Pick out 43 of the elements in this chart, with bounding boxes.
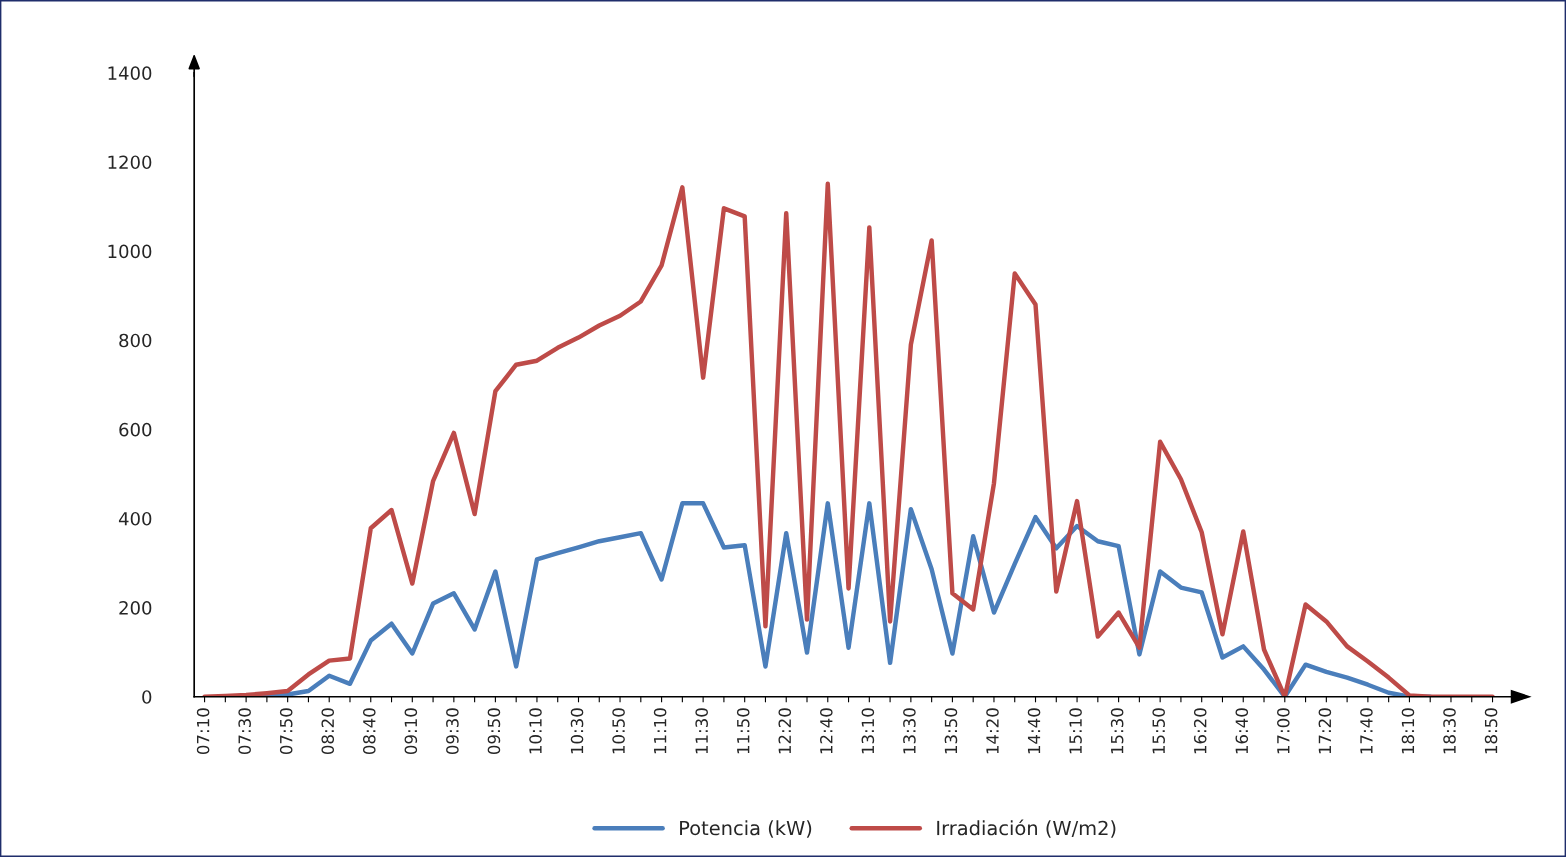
x-tick-label: 10:30	[570, 708, 584, 754]
y-tick-label: 0	[142, 690, 152, 704]
x-tick-label: 09:30	[446, 708, 459, 755]
x-tick-label: 13:10	[861, 708, 875, 754]
x-tick-label: 17:20	[1318, 708, 1332, 754]
x-tick-label: 13:50	[944, 708, 958, 754]
y-tick-label: 1400	[108, 66, 152, 80]
x-tick-label: 15:30	[1110, 708, 1124, 754]
x-tick-label: 18:30	[1443, 708, 1456, 754]
x-tick-label: 10:10	[529, 708, 542, 754]
x-tick-label: 16:20	[1193, 708, 1207, 754]
x-tick-label: 15:10	[1069, 708, 1082, 754]
x-tick-label: 17:00	[1277, 708, 1290, 754]
y-tick-label: 200	[119, 601, 152, 615]
legend-label: Potencia (kW)	[680, 820, 812, 838]
x-tick-label: 11:30	[695, 708, 708, 754]
line-series	[202, 181, 1495, 697]
x-tick-label: 12:20	[778, 708, 792, 754]
y-tick-label: 1200	[108, 155, 152, 170]
x-tick-label: 14:40	[1027, 708, 1041, 754]
x-tick-label: 14:20	[986, 708, 999, 754]
x-tick-label: 15:50	[1152, 708, 1165, 754]
x-tick-label: 10:50	[612, 708, 625, 754]
x-tick-label: 16:40	[1235, 708, 1249, 754]
y-tick-label: 800	[119, 333, 152, 348]
x-tick-label: 09:50	[487, 708, 501, 755]
x-tick-label: 17:40	[1360, 708, 1373, 754]
x-tick-label: 12:40	[820, 708, 833, 754]
x-tick-label: 07:10	[196, 708, 210, 755]
x-tick-label: 08:20	[321, 708, 335, 755]
x-tick-label: 07:30	[238, 708, 251, 755]
x-tick-label: 11:50	[736, 708, 750, 754]
y-tick-label: 600	[119, 422, 152, 437]
x-tick-label: 08:40	[362, 708, 376, 755]
x-tick-label: 09:10	[404, 708, 418, 755]
x-tick-label: 18:50	[1484, 708, 1498, 754]
y-tick-label: 1000	[108, 244, 152, 259]
x-tick-label: 13:30	[903, 708, 916, 754]
x-tick-label: 18:10	[1401, 708, 1415, 754]
y-tick-label: 400	[118, 511, 152, 526]
x-tick-label: 11:10	[653, 708, 667, 754]
x-tick-label: 07:50	[279, 708, 293, 755]
legend-label: Irradiación (W/m2)	[937, 819, 1116, 838]
